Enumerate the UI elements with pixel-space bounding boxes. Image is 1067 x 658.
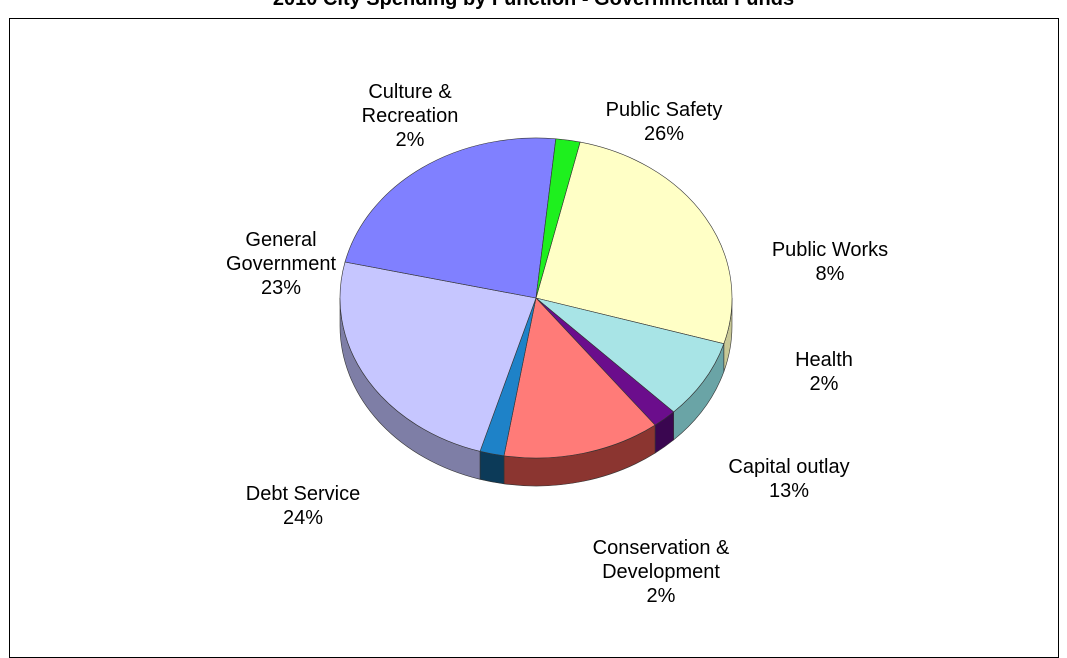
slice-label-text: Debt Service — [245, 483, 361, 505]
slice-value-label: 2% — [395, 129, 425, 151]
slice-label-culture-recreation: Culture & Recreation 2% — [362, 80, 459, 152]
slice-label-text: Culture & — [368, 81, 452, 103]
slice-value-label: 8% — [815, 263, 845, 285]
slice-label-text: Conservation & — [592, 537, 730, 559]
slice-value-label: 26% — [643, 123, 685, 145]
slice-label-text: Government — [225, 253, 337, 275]
slice-label-text: Development — [602, 561, 720, 583]
pie-slice-capital-outlay — [503, 297, 656, 459]
slice-label-public-safety: Public Safety 26% — [606, 98, 723, 146]
pie-slice-public-safety — [535, 141, 733, 345]
pie-slice-culture-recreation — [535, 138, 581, 299]
slice-label-text: Recreation — [361, 105, 459, 127]
slice-label-text: Health — [795, 349, 853, 371]
slice-value-label: 13% — [768, 480, 810, 502]
pie-chart — [339, 137, 733, 487]
slice-value-label: 24% — [282, 507, 324, 529]
pie-slice-general-government — [344, 137, 557, 299]
slice-label-text: Capital outlay — [728, 456, 850, 478]
slice-label-general-government: General Government 23% — [226, 228, 336, 300]
pie-slice-debt-service — [339, 261, 537, 452]
slice-label-debt-service: Debt Service 24% — [246, 482, 361, 530]
slice-value-label: 2% — [809, 373, 839, 395]
chart-title: 2010 City Spending by Function - Governm… — [0, 0, 1067, 11]
slice-label-text: Public Safety — [605, 99, 723, 121]
pie-side-conservation-development — [479, 450, 505, 485]
slice-label-text: General — [245, 229, 317, 251]
slice-label-text: Public Works — [771, 239, 889, 261]
slice-label-conservation-development: Conservation & Development 2% — [593, 536, 730, 608]
slice-value-label: 23% — [260, 277, 302, 299]
slice-value-label: 2% — [646, 585, 676, 607]
slice-label-public-works: Public Works 8% — [772, 238, 888, 286]
slice-label-health: Health 2% — [795, 348, 853, 396]
pie-slice-public-works — [535, 297, 725, 413]
slice-label-capital-outlay: Capital outlay 13% — [728, 455, 849, 503]
